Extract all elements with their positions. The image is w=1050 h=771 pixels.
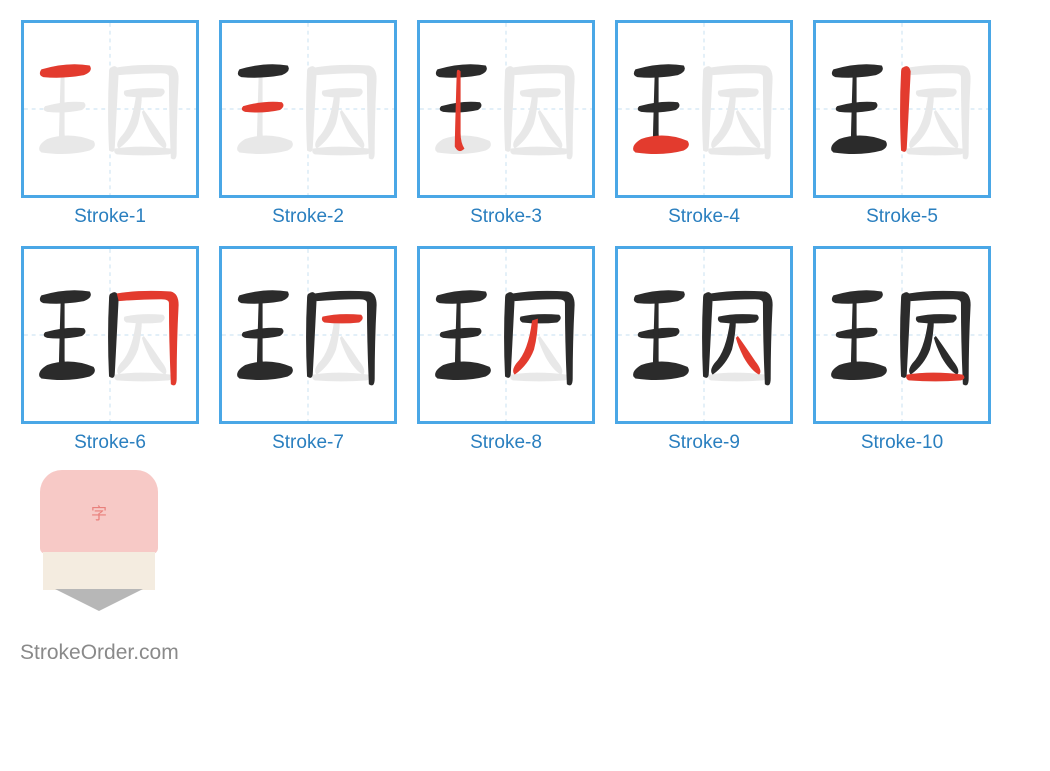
glyph (24, 23, 196, 195)
stroke-caption: Stroke-5 (866, 206, 938, 228)
stroke-tile (219, 20, 397, 198)
stroke-caption: Stroke-8 (470, 432, 542, 454)
current-stroke (633, 136, 689, 155)
stroke-tile (813, 20, 991, 198)
logo-badge: 字 (40, 470, 158, 554)
glyph (222, 249, 394, 421)
stroke-cell: Stroke-7 (218, 246, 398, 454)
stroke-cell: Stroke-8 (416, 246, 596, 454)
glyph (420, 23, 592, 195)
glyph (420, 249, 592, 421)
stroke-caption: Stroke-10 (861, 432, 943, 454)
current-stroke (736, 336, 760, 375)
glyph (618, 249, 790, 421)
site-logo: 字 (40, 470, 158, 611)
glyph (222, 23, 394, 195)
current-stroke (40, 64, 91, 78)
stroke-cell: Stroke-3 (416, 20, 596, 228)
stroke-cell: Stroke-9 (614, 246, 794, 454)
stroke-caption: Stroke-6 (74, 432, 146, 454)
stroke-cell: Stroke-1 (20, 20, 200, 228)
stroke-cell: Stroke-2 (218, 20, 398, 228)
stroke-cell: Stroke-10 (812, 246, 992, 454)
glyph (816, 249, 988, 421)
stroke-tile (417, 246, 595, 424)
stroke-caption: Stroke-1 (74, 206, 146, 228)
stroke-tile (417, 20, 595, 198)
footer-text: StrokeOrder.com (20, 641, 1030, 665)
glyph (816, 23, 988, 195)
stroke-caption: Stroke-9 (668, 432, 740, 454)
stroke-tile (615, 246, 793, 424)
current-stroke (242, 102, 284, 113)
logo-pencil-body (43, 552, 155, 590)
stroke-caption: Stroke-2 (272, 206, 344, 228)
current-stroke (906, 373, 964, 382)
stroke-caption: Stroke-7 (272, 432, 344, 454)
stroke-tile (615, 20, 793, 198)
current-stroke (900, 66, 911, 152)
glyph (618, 23, 790, 195)
logo-wrap: 字 (20, 470, 1030, 611)
stroke-tile (21, 246, 199, 424)
current-stroke (513, 319, 538, 375)
glyph (24, 249, 196, 421)
stroke-cell: Stroke-5 (812, 20, 992, 228)
stroke-grid: Stroke-1 Stroke-2 Stroke-3 Stroke-4 Stroke-5… (20, 20, 1030, 454)
stroke-caption: Stroke-4 (668, 206, 740, 228)
current-stroke (322, 314, 363, 323)
stroke-cell: Stroke-4 (614, 20, 794, 228)
logo-pencil-tip (55, 589, 143, 611)
current-stroke (117, 291, 179, 386)
stroke-tile (21, 20, 199, 198)
stroke-caption: Stroke-3 (470, 206, 542, 228)
stroke-tile (813, 246, 991, 424)
logo-character: 字 (91, 500, 107, 524)
stroke-cell: Stroke-6 (20, 246, 200, 454)
stroke-tile (219, 246, 397, 424)
